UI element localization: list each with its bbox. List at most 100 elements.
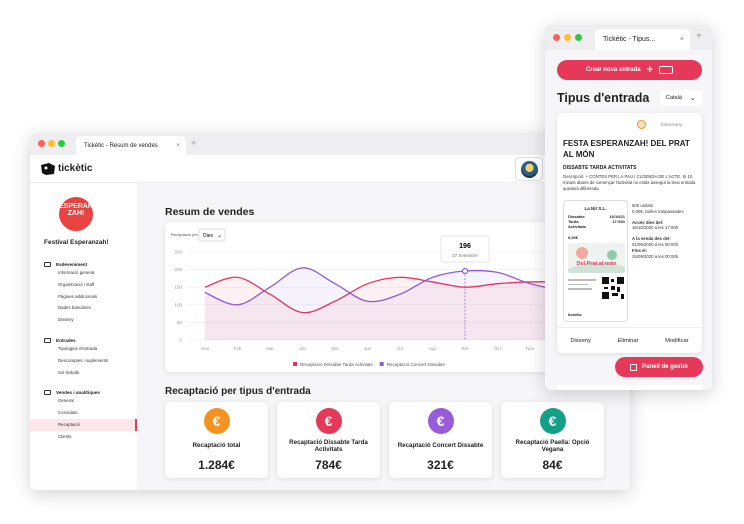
y-tick-label: 200: [174, 267, 182, 272]
nav-section: Esdeveniment: [30, 262, 137, 267]
nav-item[interactable]: Recaptació: [30, 418, 137, 431]
close-dot[interactable]: [38, 140, 45, 147]
y-tick-label: 100: [174, 302, 182, 307]
language: Català: [666, 95, 682, 101]
preview-name: Dissabte Tarda Activitats: [568, 214, 587, 229]
series-area: [205, 277, 563, 340]
title: Tipus d'entrada: [557, 91, 650, 105]
nav-item[interactable]: Organització i staff: [58, 281, 95, 287]
maximize-dot[interactable]: [58, 140, 65, 147]
revenue-value: 321€: [427, 458, 454, 472]
artwork: Del Prat al món: [568, 243, 625, 273]
series-line: [204, 276, 563, 314]
actions: Disseny Eliminar Modificar: [557, 327, 702, 353]
description: Descripció: + CONTES PER LA PAU I CLOEND…: [563, 174, 696, 191]
x-tick-label: Jul: [397, 346, 403, 351]
nav-item[interactable]: Disseny: [58, 317, 74, 323]
language-select[interactable]: Català ⌄: [660, 90, 702, 106]
x-tick-label: Mar: [266, 346, 274, 351]
next-card: [557, 385, 702, 390]
nav-section-title: Vendes i analítiques: [56, 390, 100, 396]
nav-icon: [44, 262, 51, 267]
revenue-icon: €: [203, 408, 230, 434]
x-tick-label: Jun: [364, 346, 372, 351]
x-tick-label: Oct: [494, 346, 502, 351]
x-tick-label: Ago: [428, 346, 437, 351]
tab-title: Tickètic - Resum de vendes: [84, 142, 158, 149]
side-window: Tickètic - Tipus... × + Crear nova entra…: [545, 25, 712, 390]
nav-item[interactable]: Descomptes i suplements: [58, 357, 109, 363]
new-tab[interactable]: +: [191, 138, 197, 148]
tab[interactable]: Tickètic - Tipus... ×: [595, 29, 690, 50]
legend-label: Recaptació Concert Dissabte: [387, 362, 446, 367]
organizer: La Nit S.L.: [584, 206, 607, 211]
action-button[interactable]: Disseny: [570, 337, 591, 344]
tab-close[interactable]: ×: [679, 36, 684, 43]
ticket-details: 500 unitats 0,00€, tarifes traspassades …: [632, 203, 700, 259]
artwork-shapes: [568, 247, 625, 273]
revenue-icon: €: [427, 408, 454, 434]
main-window: Tickètic - Resum de vendes × + tickètic …: [30, 133, 630, 490]
revenue-icon: €: [539, 408, 566, 434]
nav-icon: [44, 337, 51, 343]
nav-item[interactable]: Tipologies d'entrada: [58, 345, 98, 351]
nav-section-title: Entrades: [56, 337, 76, 343]
legend-swatch: [293, 362, 297, 366]
nav-item[interactable]: Pàgines addicionals: [58, 293, 98, 299]
preview-footer: tickètic: [568, 312, 582, 317]
series-line: [204, 267, 563, 306]
nav-section-title: Esdeveniment: [56, 262, 88, 267]
maximize-dot[interactable]: [575, 34, 582, 41]
status-icon: [637, 120, 646, 129]
side-nav: Esdeveniment Informació general Organitzac…: [30, 250, 137, 443]
nav-section: Entrades: [30, 337, 137, 343]
minimize-dot[interactable]: [564, 34, 571, 41]
sale-to-label: Fins el:: [632, 247, 648, 253]
brand-icon: [41, 163, 55, 175]
create-button[interactable]: Crear nova entrada +: [557, 60, 702, 80]
filter-label: Recaptació per: [171, 232, 199, 237]
filter-select[interactable]: [198, 228, 226, 242]
close-dot[interactable]: [553, 34, 560, 41]
nav-item[interactable]: Sol·licituds: [58, 369, 80, 375]
event: FESTA ESPERANZAH! DEL PRAT AL MÓN: [563, 139, 690, 160]
revenue-label: Recaptació Dissabte Tarda Activitats: [289, 438, 368, 453]
page-title: Resum de vendes: [165, 206, 255, 218]
preview-time: 17:00h: [612, 218, 625, 224]
y-tick-label: 0: [179, 338, 182, 343]
qr-code: [602, 277, 624, 299]
tab-close[interactable]: ×: [176, 142, 180, 149]
event-logo: ESPERANZAH!: [59, 197, 93, 231]
preview-date: 16/10/21: [609, 214, 625, 219]
revenue-value: 1.284€: [198, 458, 235, 472]
tab-bar: Tickètic - Tipus... × +: [545, 25, 712, 50]
x-tick-label: Set: [462, 346, 470, 351]
ticket-icon: [659, 66, 674, 74]
nav-item[interactable]: Convidats: [58, 410, 78, 416]
tooltip-value: 196: [459, 243, 471, 250]
nav-item[interactable]: General: [58, 398, 74, 404]
revenue-card: € Recaptació Paella: Opció Vegana 84€: [501, 402, 604, 478]
nav-icon: [44, 390, 51, 396]
revenue-card: € Recaptació total 1.284€: [165, 402, 268, 478]
access: 16/10/2020 a les 17:00h: [632, 225, 679, 231]
account[interactable]: [515, 157, 543, 181]
status: Esborrany: [661, 122, 682, 127]
nav-item[interactable]: Clients: [58, 433, 72, 439]
x-tick-label: Nov: [526, 346, 535, 351]
new-tab[interactable]: +: [696, 31, 702, 42]
action-button[interactable]: Modificar: [665, 337, 689, 344]
tab[interactable]: Tickètic - Resum de vendes ×: [76, 136, 186, 155]
ticket-card: Esborrany FESTA ESPERANZAH! DEL PRAT AL …: [557, 113, 702, 353]
nav-item[interactable]: Dades bancàries: [58, 305, 91, 311]
access-label: Accés dies del:: [632, 219, 664, 225]
y-tick-label: 250: [174, 250, 182, 255]
minimize-dot[interactable]: [48, 140, 55, 147]
revenue-value: 784€: [315, 458, 342, 472]
x-tick-label: Abr: [299, 346, 307, 351]
action-button[interactable]: Eliminar: [617, 337, 639, 344]
nav-item[interactable]: Informació general: [58, 270, 95, 275]
revenue-card: € Recaptació Concert Dissabte 321€: [389, 402, 492, 478]
panel-button[interactable]: Panell de gestió: [615, 357, 703, 377]
